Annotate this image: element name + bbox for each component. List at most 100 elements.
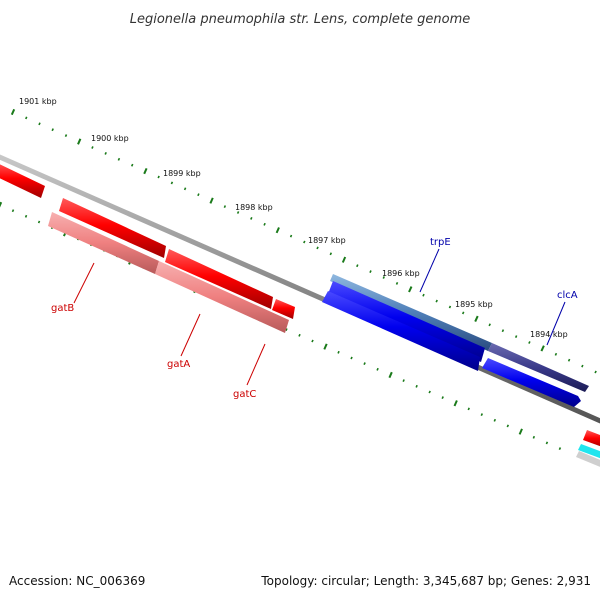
outer-ring-tick [38, 122, 41, 126]
outer-ring-tick [528, 341, 531, 344]
outer-ring-tick [408, 286, 413, 293]
gene-label-trpE[interactable]: trpE [430, 237, 451, 248]
ruler-labels: 1901 kbp 1900 kbp 1899 kbp 1898 kbp 1897… [19, 97, 568, 339]
outer-ring-tick [170, 181, 174, 185]
ruler-label-1895: 1895 kbp [455, 300, 493, 309]
gene-gatA-rna-feature[interactable] [155, 261, 289, 333]
outer-ring-tick [448, 305, 452, 309]
ruler-label-1898: 1898 kbp [235, 203, 273, 212]
inner-ring-tick [11, 209, 15, 213]
inner-ring-tick [480, 413, 484, 417]
inner-ring-tick [493, 418, 497, 422]
genome-backbone [0, 154, 600, 424]
gene-gatB-rna-feature[interactable] [48, 212, 159, 274]
inner-ring-tick [506, 424, 510, 428]
ruler-label-1897: 1897 kbp [308, 236, 346, 245]
outer-ring-tick [474, 315, 479, 323]
outer-ring-tick [157, 175, 160, 179]
outer-ring-tick [356, 264, 359, 268]
cds-feature-clcA-reverse[interactable] [482, 358, 581, 407]
inner-ring-tick [402, 379, 405, 383]
outer-ring-tick [209, 197, 214, 204]
inner-ring-tick [558, 447, 562, 451]
inner-ring-tick [545, 441, 549, 445]
inner-ring-tick [37, 220, 41, 224]
inner-ring-tick [453, 400, 458, 407]
outer-ring-tick [303, 240, 306, 244]
outer-ring-tick [197, 193, 200, 197]
gene-label-gatC[interactable]: gatC [233, 389, 256, 400]
inner-ring-tick [428, 390, 431, 394]
inner-ring-tick [467, 407, 470, 411]
gene-clcA-feature[interactable] [488, 343, 589, 392]
inner-ring-tick [363, 362, 366, 366]
outer-ring-tick [435, 299, 438, 303]
inner-ring-tick [337, 350, 340, 354]
outer-ring-tick [540, 345, 545, 352]
ruler-label-1901: 1901 kbp [19, 97, 57, 106]
outer-ring-tick [77, 138, 82, 145]
outer-ring-tick [250, 216, 253, 220]
outer-ring-tick [554, 352, 558, 356]
map-title: Legionella pneumophila str. Lens, comple… [130, 12, 471, 27]
gene-gatA-cds-feature[interactable] [165, 249, 273, 309]
outer-ring-tick [488, 323, 491, 327]
inner-ring-tick [285, 328, 288, 332]
outer-ring-tick [461, 311, 465, 315]
inner-ring-tick [532, 435, 536, 439]
outer-ring-tick [567, 358, 571, 362]
gatA-leader [180, 313, 201, 357]
outer-ring-tick [514, 335, 518, 339]
gray-feature-right-edge[interactable] [576, 451, 600, 469]
outer-ring-tick [594, 370, 597, 374]
outer-ring-tick [382, 276, 385, 279]
inner-ring-tick [415, 384, 418, 388]
outer-ring-tick [422, 293, 425, 297]
gene-gatB-feature[interactable] [59, 198, 166, 258]
outer-ring-tick [316, 246, 319, 250]
outer-ring-tick [130, 163, 134, 167]
outer-ring-tick [289, 234, 293, 238]
outer-ring-tick [25, 116, 28, 120]
accession-text: Accession: NC_006369 [9, 574, 146, 588]
outer-ring-tick [104, 151, 107, 155]
inner-ring-tick [388, 371, 393, 379]
cds-feature-reverse-lower[interactable] [322, 291, 480, 371]
cds-feature-right-edge[interactable] [583, 430, 600, 448]
inner-ring-tick [311, 339, 314, 343]
inner-ring-tick [441, 396, 444, 400]
outer-ring-tick [236, 211, 240, 214]
outer-ring-tick [263, 222, 266, 226]
inner-ring-tick [376, 367, 379, 371]
cds-feature-trpE-reverse[interactable] [328, 281, 485, 362]
ruler-label-1899: 1899 kbp [163, 169, 201, 178]
outer-ring-tick [10, 108, 16, 116]
outer-ring-tick [183, 187, 187, 191]
gene-label-gatB[interactable]: gatB [51, 303, 74, 314]
genome-summary-text: Topology: circular; Length: 3,345,687 bp… [261, 574, 591, 588]
gatC-leader [246, 343, 266, 386]
gene-label-clcA[interactable]: clcA [557, 290, 578, 301]
gene-labels: gatB gatA gatC trpE clcA [51, 237, 578, 400]
outer-ring-tick [143, 167, 148, 175]
outer-ring-tick [501, 329, 505, 333]
outer-ring-tick [51, 128, 54, 132]
inner-ring-tick [350, 356, 353, 360]
ruler-label-1894: 1894 kbp [530, 330, 568, 339]
cyan-feature-right-edge[interactable] [578, 444, 600, 460]
gene-gatC-cds-feature[interactable] [272, 299, 295, 319]
gene-trpE-feature[interactable] [330, 274, 492, 351]
inner-ring-tick [323, 343, 328, 350]
cds-feature-left[interactable] [0, 162, 45, 198]
outer-ring-tick [275, 227, 280, 234]
inner-ring-tick [518, 428, 523, 435]
ruler-label-1900: 1900 kbp [91, 134, 129, 143]
outer-ring-tick [341, 256, 347, 263]
outer-ring-tick [395, 281, 399, 285]
tick-marks [0, 108, 597, 451]
gene-label-gatA[interactable]: gatA [167, 359, 190, 370]
outer-ring-tick [91, 146, 94, 149]
gatB-leader [73, 262, 95, 304]
inner-ring-tick [24, 214, 28, 218]
